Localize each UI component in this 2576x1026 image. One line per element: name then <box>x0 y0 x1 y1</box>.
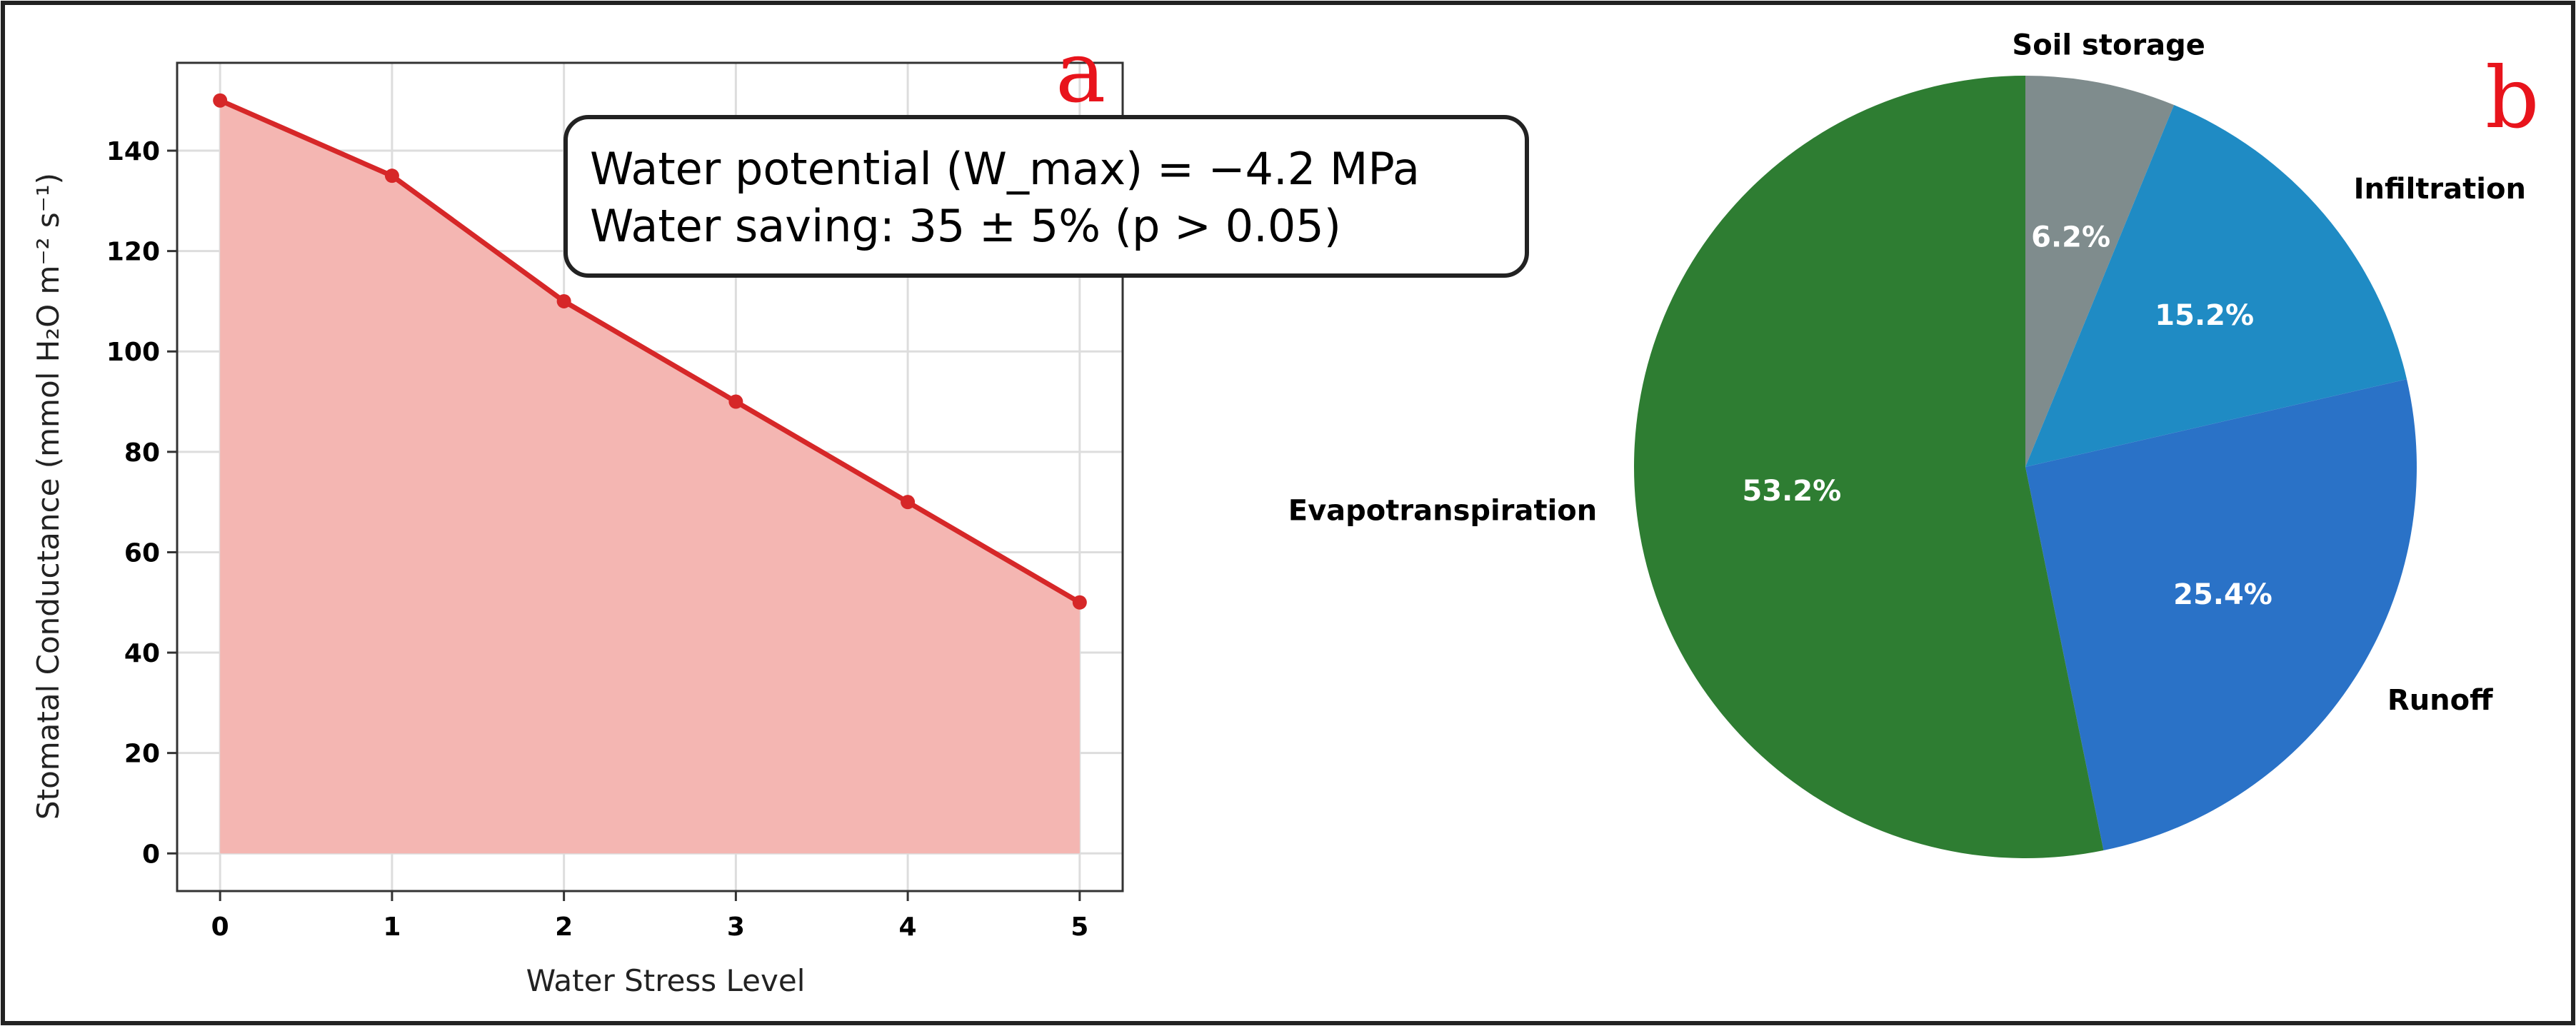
pie-slice <box>1634 76 2104 858</box>
area-fill <box>220 100 1080 854</box>
pie-slice <box>2025 379 2417 850</box>
pie-category-label: Infiltration <box>2354 173 2526 206</box>
y-tick-label: 120 <box>106 238 160 267</box>
pie-category-label: Runoff <box>2387 684 2493 717</box>
y-tick-label: 20 <box>124 740 160 769</box>
plot-frame <box>176 61 1124 892</box>
y-tick-label: 0 <box>142 840 160 869</box>
x-tick-label: 4 <box>899 912 917 942</box>
pie-slices <box>1634 76 2417 858</box>
data-point <box>728 394 743 409</box>
y-tick-label: 80 <box>124 438 160 468</box>
y-tick-label: 60 <box>124 538 160 568</box>
annotation-line-1: Water potential (W_max) = −4.2 MPa <box>590 143 1420 195</box>
pie-percent-label: 15.2% <box>2155 299 2254 332</box>
annotation-box: Water potential (W_max) = −4.2 MPa Water… <box>563 115 1529 278</box>
y-tick-label: 100 <box>106 338 160 367</box>
annotation-box-frame <box>563 115 1529 278</box>
data-point <box>384 169 399 183</box>
pie-percent-label: 25.4% <box>2173 578 2272 611</box>
y-tick-label: 40 <box>124 639 160 668</box>
data-point <box>556 293 571 308</box>
x-tick-label: 2 <box>555 912 573 942</box>
data-point <box>901 495 916 510</box>
annotation-line-2: Water saving: 35 ± 5% (p > 0.05) <box>590 200 1341 252</box>
panel-letter-a: a <box>1056 23 1106 121</box>
pie-slice <box>2025 76 2175 467</box>
panel-letter-b: b <box>2485 49 2540 147</box>
panel-a-line-chart: 0 1 2 3 4 5 0 20 40 60 80 100 120 140 Water Stress L… <box>31 23 1529 998</box>
x-ticks: 0 1 2 3 4 5 <box>211 891 1088 942</box>
data-point <box>1072 595 1087 610</box>
pie-labels: 6.2% Soil storage 15.2% Infiltration 25.4% Ru… <box>1288 29 2526 718</box>
data-point <box>213 93 228 108</box>
pie-slice <box>2025 105 2407 468</box>
x-tick-label: 0 <box>211 912 229 942</box>
x-tick-label: 1 <box>383 912 401 942</box>
pie-percent-label: 53.2% <box>1742 475 1841 508</box>
x-tick-label: 3 <box>727 912 745 942</box>
y-axis-label: Stomatal Conductance (mmol H₂O m⁻² s⁻¹) <box>31 173 66 820</box>
y-tick-label: 140 <box>106 137 160 166</box>
y-ticks: 0 20 40 60 80 100 120 140 <box>106 137 177 869</box>
x-axis-label: Water Stress Level <box>526 963 806 998</box>
panel-b-pie-chart: 6.2% Soil storage 15.2% Infiltration 25.4% Ru… <box>1288 29 2540 858</box>
pie-category-label: Soil storage <box>2012 29 2205 62</box>
series-points <box>213 93 1087 610</box>
x-tick-label: 5 <box>1071 912 1088 942</box>
series-line <box>219 98 1081 605</box>
pie-percent-label: 6.2% <box>2031 221 2110 253</box>
pie-category-label: Evapotranspiration <box>1288 494 1597 527</box>
